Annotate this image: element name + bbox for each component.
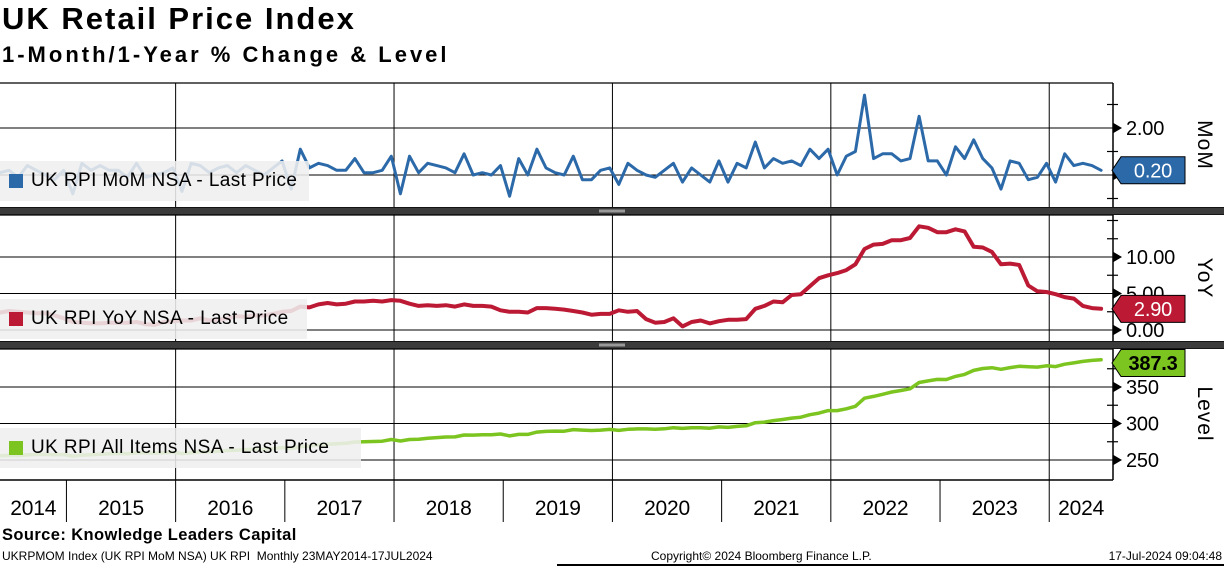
x-axis-year-label: 2021 bbox=[753, 497, 799, 520]
last-price-value: 387.3 bbox=[1128, 353, 1177, 375]
x-axis-year-label: 2018 bbox=[426, 497, 472, 520]
source-line: Source: Knowledge Leaders Capital bbox=[2, 526, 297, 544]
x-axis-year-label: 2020 bbox=[644, 497, 690, 520]
x-axis-year-label: 2019 bbox=[535, 497, 581, 520]
y-axis-tick-label: 350 bbox=[1126, 377, 1159, 399]
x-axis-year-label: 2024 bbox=[1058, 497, 1104, 520]
y-axis-tick-label: 300 bbox=[1126, 414, 1159, 436]
panel-title-yoy: YoY bbox=[1193, 257, 1216, 299]
panel-title-level: Level bbox=[1193, 386, 1216, 442]
y-axis-tick-label: 10.00 bbox=[1126, 247, 1175, 269]
axis-arrow-icon bbox=[1113, 455, 1122, 465]
legend-mom-label: UK RPI MoM NSA - Last Price bbox=[31, 170, 298, 191]
axis-arrow-icon bbox=[1113, 418, 1122, 429]
axis-arrow-icon bbox=[1113, 288, 1122, 299]
legend-level-label: UK RPI All Items NSA - Last Price bbox=[31, 437, 330, 458]
legend-mom[interactable]: UK RPI MoM NSA - Last Price bbox=[0, 161, 310, 201]
y-axis-tick-label: 2.00 bbox=[1126, 118, 1164, 140]
footer-timestamp: 17-Jul-2024 09:04:48 bbox=[1108, 549, 1222, 563]
y-axis-tick-label: 0.00 bbox=[1126, 320, 1164, 342]
axis-arrow-icon bbox=[1113, 382, 1122, 392]
x-axis-year-label: 2015 bbox=[98, 497, 144, 520]
yoy-legend-swatch-icon bbox=[9, 312, 23, 326]
axis-arrow-icon bbox=[1113, 123, 1122, 133]
panel-title-mom: MoM bbox=[1193, 120, 1216, 170]
footer-security-info: UKRPMOM Index (UK RPI MoM NSA) UK RPI Mo… bbox=[2, 549, 433, 563]
footer-copyright: Copyright© 2024 Bloomberg Finance L.P. bbox=[651, 549, 872, 563]
mom-last-price-bubble bbox=[1111, 156, 1186, 185]
x-axis-year-label: 2023 bbox=[972, 497, 1018, 520]
chart-title: UK Retail Price Index bbox=[2, 1, 356, 36]
x-axis-year-label: 2022 bbox=[862, 497, 908, 520]
yoy-last-price-bubble bbox=[1111, 294, 1186, 323]
legend-level[interactable]: UK RPI All Items NSA - Last Price bbox=[0, 428, 361, 468]
mom-legend-swatch-icon bbox=[9, 174, 23, 188]
legend-yoy[interactable]: UK RPI YoY NSA - Last Price bbox=[0, 299, 307, 339]
splitter-grip-icon bbox=[599, 209, 625, 213]
y-axis-tick-label: 250 bbox=[1126, 450, 1159, 472]
chart-subtitle: 1-Month/1-Year % Change & Level bbox=[2, 42, 450, 67]
x-axis-year-label: 2017 bbox=[316, 497, 362, 520]
level-legend-swatch-icon bbox=[9, 441, 23, 455]
window-bottom-edge bbox=[557, 564, 1224, 566]
axis-arrow-icon bbox=[1113, 252, 1122, 262]
x-axis-year-label: 2014 bbox=[10, 497, 56, 520]
splitter-grip-icon bbox=[599, 343, 625, 347]
level-last-price-bubble bbox=[1111, 349, 1186, 377]
last-price-value: 2.90 bbox=[1134, 299, 1172, 321]
legend-yoy-label: UK RPI YoY NSA - Last Price bbox=[31, 308, 289, 329]
x-axis-year-label: 2016 bbox=[207, 497, 253, 520]
last-price-value: 0.20 bbox=[1134, 160, 1172, 182]
axis-arrow-icon bbox=[1113, 325, 1122, 335]
